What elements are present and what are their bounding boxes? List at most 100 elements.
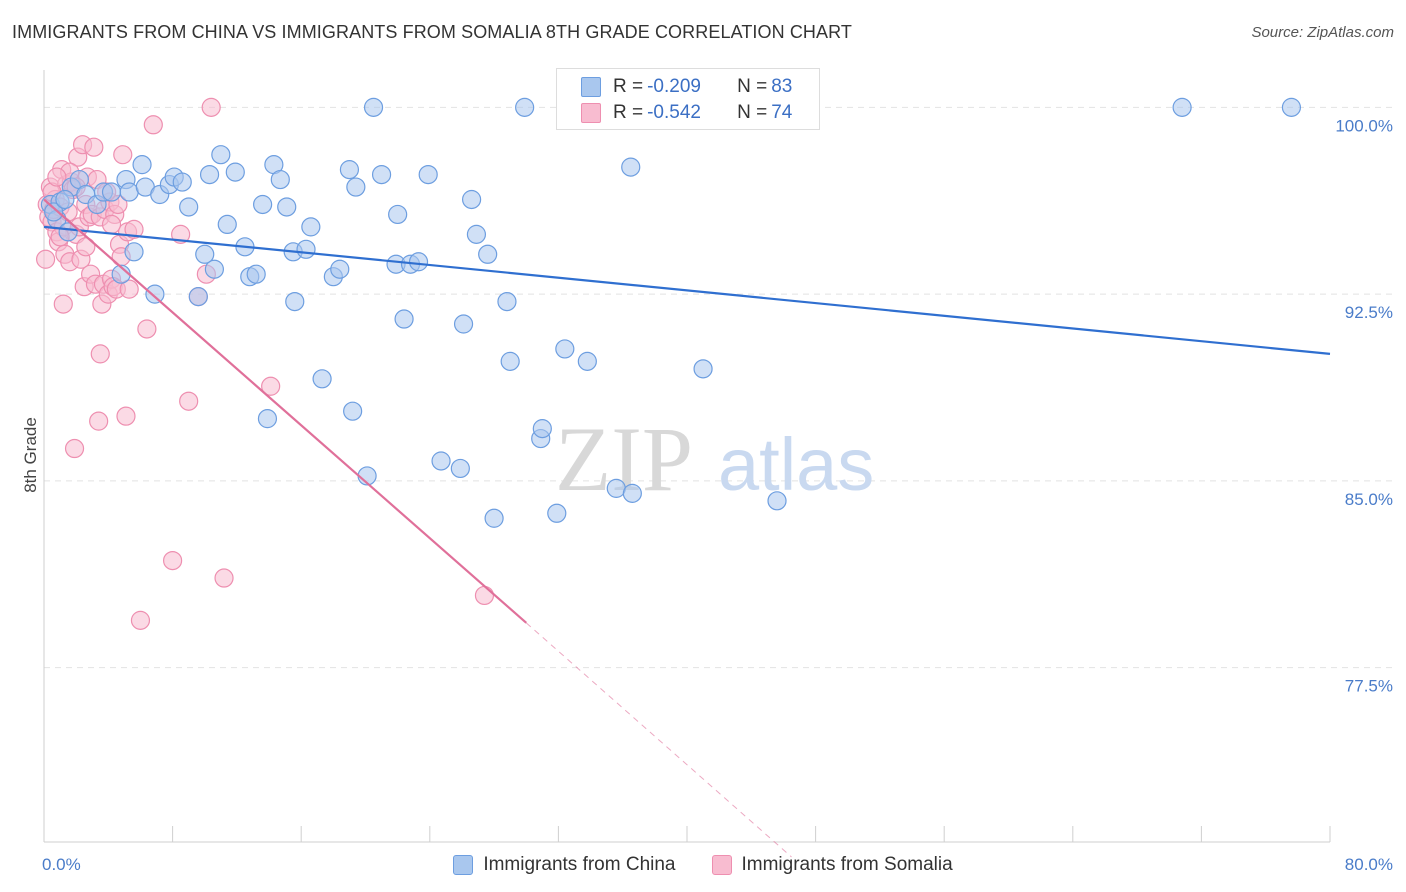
somalia-point-64 — [261, 376, 281, 396]
legend-item-somalia: Immigrants from Somalia — [711, 854, 953, 876]
china-legend-label: Immigrants from China — [483, 854, 676, 875]
china-point-61 — [478, 244, 498, 264]
china-point-27 — [217, 214, 237, 234]
china-point-33 — [257, 409, 278, 429]
somalia-point-31 — [84, 137, 104, 157]
china-point-75 — [622, 483, 642, 503]
somalia-swatch — [581, 103, 601, 123]
y-tick-label-1: 92.5% — [1345, 303, 1393, 322]
china-point-64 — [500, 351, 520, 371]
china-point-38 — [285, 292, 305, 312]
somalia-point-34 — [89, 411, 109, 431]
somalia-point-72 — [76, 237, 96, 257]
china-point-25 — [204, 259, 224, 279]
china-point-63 — [497, 292, 517, 312]
china-point-14 — [132, 155, 152, 175]
china-point-20 — [172, 172, 192, 192]
china-point-77 — [693, 359, 713, 379]
somalia-point-12 — [53, 294, 73, 314]
somalia-r-label: R = — [613, 102, 644, 123]
somalia-point-71 — [47, 167, 67, 187]
china-point-80 — [1281, 97, 1302, 117]
china-point-56 — [431, 451, 451, 471]
china-point-57 — [450, 458, 470, 479]
somalia-legend-label: Immigrants from Somalia — [741, 854, 953, 875]
china-point-60 — [466, 224, 487, 244]
somalia-r-value: -0.542 — [647, 102, 701, 123]
china-point-74 — [621, 157, 641, 177]
china-point-41 — [312, 369, 332, 389]
x-tick-label-1: 80.0% — [1345, 855, 1393, 874]
somalia-trend-extension — [525, 622, 792, 858]
china-point-59 — [461, 189, 482, 210]
legend-row-somalia: R = -0.542 N = 74 — [581, 101, 792, 125]
legend-item-china: Immigrants from China — [453, 854, 676, 876]
china-point-26 — [211, 145, 231, 165]
china-point-39 — [296, 239, 316, 259]
china-point-24 — [199, 164, 220, 185]
china-r-label: R = — [613, 76, 644, 97]
legend-row-china: R = -0.209 N = 83 — [581, 75, 792, 99]
somalia-point-0 — [36, 249, 56, 269]
series-legend: Immigrants from China Immigrants from So… — [0, 852, 1406, 878]
y-tick-label-3: 77.5% — [1345, 677, 1393, 696]
trend-lines — [43, 198, 1331, 858]
china-point-67 — [532, 419, 552, 439]
china-point-9 — [101, 182, 122, 202]
china-point-3 — [58, 222, 78, 242]
somalia-n-value: 74 — [771, 102, 793, 123]
china-legend-swatch — [453, 855, 474, 875]
china-n-value: 83 — [771, 76, 793, 97]
source-credit: Source: ZipAtlas.com — [1251, 24, 1394, 41]
china-point-43 — [330, 259, 350, 279]
chart-title: IMMIGRANTS FROM CHINA VS IMMIGRANTS FROM… — [12, 22, 853, 42]
china-point-62 — [484, 508, 504, 528]
china-point-68 — [547, 503, 567, 523]
somalia-point-63 — [214, 568, 234, 588]
china-point-51 — [388, 204, 408, 225]
somalia-legend-swatch — [711, 855, 732, 875]
china-point-81 — [44, 202, 64, 222]
somalia-trend-line — [43, 198, 527, 624]
somalia-point-36 — [90, 344, 110, 364]
gridlines — [44, 106, 1393, 669]
china-point-72 — [606, 478, 626, 498]
somalia-point-19 — [64, 438, 85, 459]
china-point-52 — [394, 309, 414, 329]
china-trend-line — [43, 225, 1331, 355]
china-point-44 — [339, 160, 360, 180]
china-point-32 — [253, 194, 273, 215]
china-swatch — [581, 77, 601, 97]
china-point-69 — [555, 339, 575, 359]
china-point-16 — [145, 284, 165, 304]
somalia-n-label: N = — [737, 102, 768, 123]
china-point-48 — [363, 97, 384, 117]
china-point-46 — [346, 177, 366, 197]
tick-labels: 100.0% 92.5% 85.0% 77.5% 0.0% 80.0% — [42, 116, 1393, 874]
somalia-point-50 — [116, 406, 136, 426]
china-point-36 — [277, 197, 297, 217]
china-point-54 — [408, 252, 429, 272]
china-point-13 — [124, 242, 144, 262]
china-point-49 — [371, 164, 392, 185]
china-point-12 — [119, 182, 139, 202]
china-point-40 — [301, 217, 321, 237]
china-point-78 — [767, 491, 787, 511]
stats-legend: R = -0.209 N = 83 R = -0.542 N = 74 — [556, 68, 820, 130]
china-point-35 — [270, 169, 290, 190]
china-point-79 — [1172, 97, 1192, 117]
somalia-point-62 — [201, 97, 221, 117]
somalia-point-53 — [124, 219, 144, 239]
china-point-58 — [453, 314, 474, 334]
china-point-23 — [195, 244, 215, 264]
china-point-65 — [515, 97, 535, 117]
somalia-point-57 — [163, 550, 183, 571]
somalia-point-56 — [143, 115, 163, 135]
somalia-point-52 — [119, 279, 139, 299]
x-tick-label-0: 0.0% — [42, 855, 81, 874]
china-point-45 — [343, 401, 363, 421]
china-n-label: N = — [737, 76, 768, 97]
y-tick-label-0: 100.0% — [1335, 116, 1393, 135]
somalia-point-54 — [130, 610, 151, 630]
china-point-82 — [55, 189, 75, 210]
